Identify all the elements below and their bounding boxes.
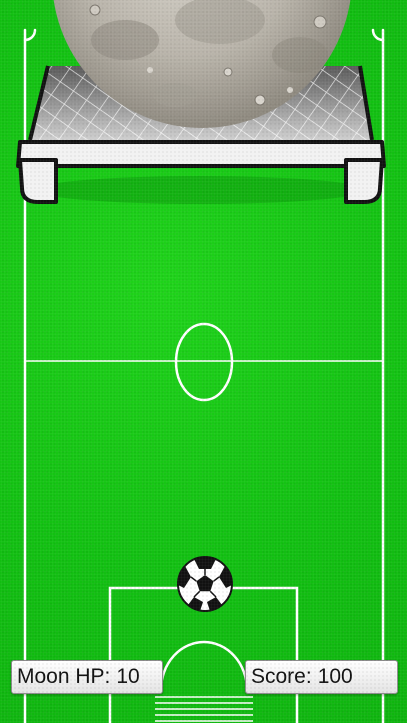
goal-post-right [344,158,384,204]
score-label: Score: [251,665,312,688]
bottom-goal-net [155,696,253,722]
corner-arc-right [371,28,385,42]
penalty-arc [159,640,249,692]
moon-hp-display: Moon HP: 10 [11,660,163,694]
goal-crossbar [16,140,386,168]
center-circle [174,322,234,402]
goal-post-left [18,158,58,204]
moon-hp-value: 10 [116,665,140,688]
soccer-ball-icon[interactable] [177,556,233,612]
score-display: Score: 100 [245,660,398,694]
moon-hp-label: Moon HP: [17,665,111,688]
moon-icon [53,0,351,128]
score-value: 100 [317,665,353,688]
corner-arc-left [23,28,37,42]
